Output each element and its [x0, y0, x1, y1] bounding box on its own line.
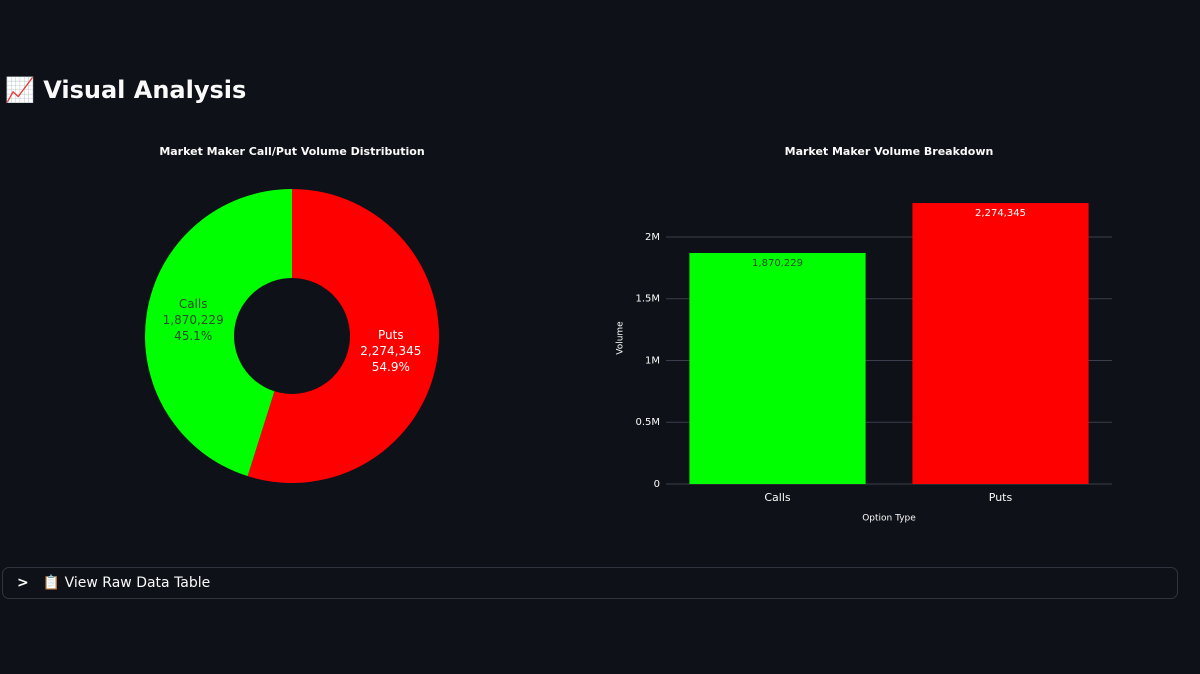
pie-slice — [247, 189, 439, 483]
expander-label: 📋 View Raw Data Table — [42, 575, 211, 591]
y-tick-label: 1M — [645, 355, 660, 366]
y-axis-label: Volume — [616, 321, 626, 355]
slice-label: 45.1% — [174, 329, 212, 343]
charts: Market Maker Call/Put Volume Distributio… — [144, 145, 1112, 524]
slice-label: 1,870,229 — [163, 313, 224, 327]
slice-label: Puts — [378, 328, 404, 342]
slice-label: 2,274,345 — [360, 344, 421, 358]
bar — [912, 203, 1089, 484]
x-tick-label: Calls — [764, 491, 791, 504]
bar-value-label: 1,870,229 — [752, 258, 803, 269]
section-title: 📈 Visual Analysis — [5, 76, 247, 104]
slice-label: 54.9% — [372, 360, 410, 374]
x-tick-label: Puts — [989, 491, 1013, 504]
chart-title: Market Maker Call/Put Volume Distributio… — [159, 145, 424, 158]
chart-title: Market Maker Volume Breakdown — [785, 145, 994, 158]
y-tick-label: 0 — [654, 479, 660, 490]
expander[interactable]: > 📋 View Raw Data Table — [2, 567, 1178, 599]
x-axis-label: Option Type — [862, 514, 916, 524]
chevron: > — [17, 575, 29, 591]
slice-label: Calls — [179, 297, 208, 311]
y-tick-label: 2M — [645, 232, 660, 243]
y-tick-label: 0.5M — [635, 417, 660, 428]
bar-value-label: 2,274,345 — [975, 208, 1026, 219]
y-tick-label: 1.5M — [635, 294, 660, 305]
pie-slice — [144, 189, 292, 477]
bar — [689, 252, 866, 484]
